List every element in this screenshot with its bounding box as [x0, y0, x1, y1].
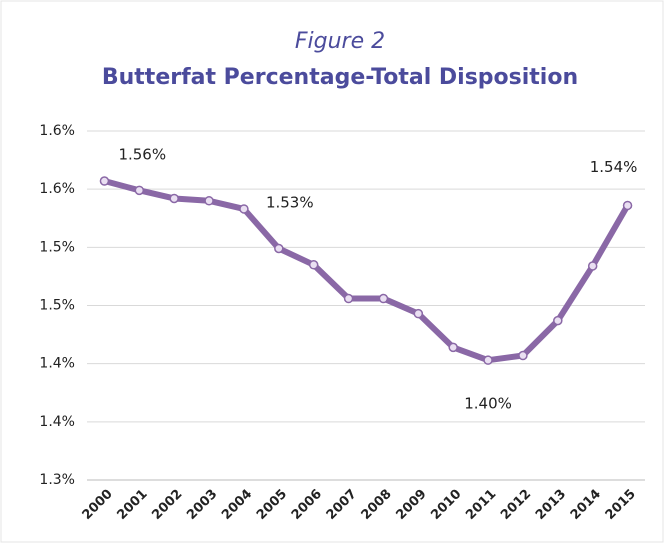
data-point	[204, 196, 214, 206]
data-label: 1.54%	[590, 158, 638, 176]
data-point	[134, 185, 145, 196]
data-label: 1.53%	[266, 193, 314, 211]
y-tick-label: 1.4%	[39, 414, 75, 430]
chart-title: Butterfat Percentage-Total Disposition	[102, 65, 578, 90]
chart-subtitle: Figure 2	[295, 29, 385, 54]
data-point	[308, 260, 319, 270]
y-tick-label: 1.3%	[39, 472, 75, 488]
y-tick-label: 1.5%	[39, 298, 75, 314]
y-tick-label: 1.5%	[39, 239, 75, 255]
data-point	[518, 350, 528, 361]
data-point	[483, 355, 493, 365]
data-point	[622, 200, 633, 211]
data-point	[343, 293, 354, 304]
data-point	[413, 308, 424, 319]
series-line	[103, 178, 631, 364]
data-point	[239, 204, 249, 214]
data-label: 1.56%	[118, 146, 166, 164]
y-tick-label: 1.4%	[39, 356, 75, 372]
data-point	[587, 261, 598, 271]
data-point	[448, 342, 458, 353]
data-point	[378, 293, 389, 304]
data-point	[99, 176, 110, 186]
y-tick-label: 1.6%	[39, 181, 75, 197]
y-tick-label: 1.6%	[39, 123, 75, 139]
data-label: 1.40%	[464, 395, 512, 413]
data-point	[169, 193, 179, 204]
data-point	[553, 315, 563, 326]
data-point	[274, 243, 284, 254]
